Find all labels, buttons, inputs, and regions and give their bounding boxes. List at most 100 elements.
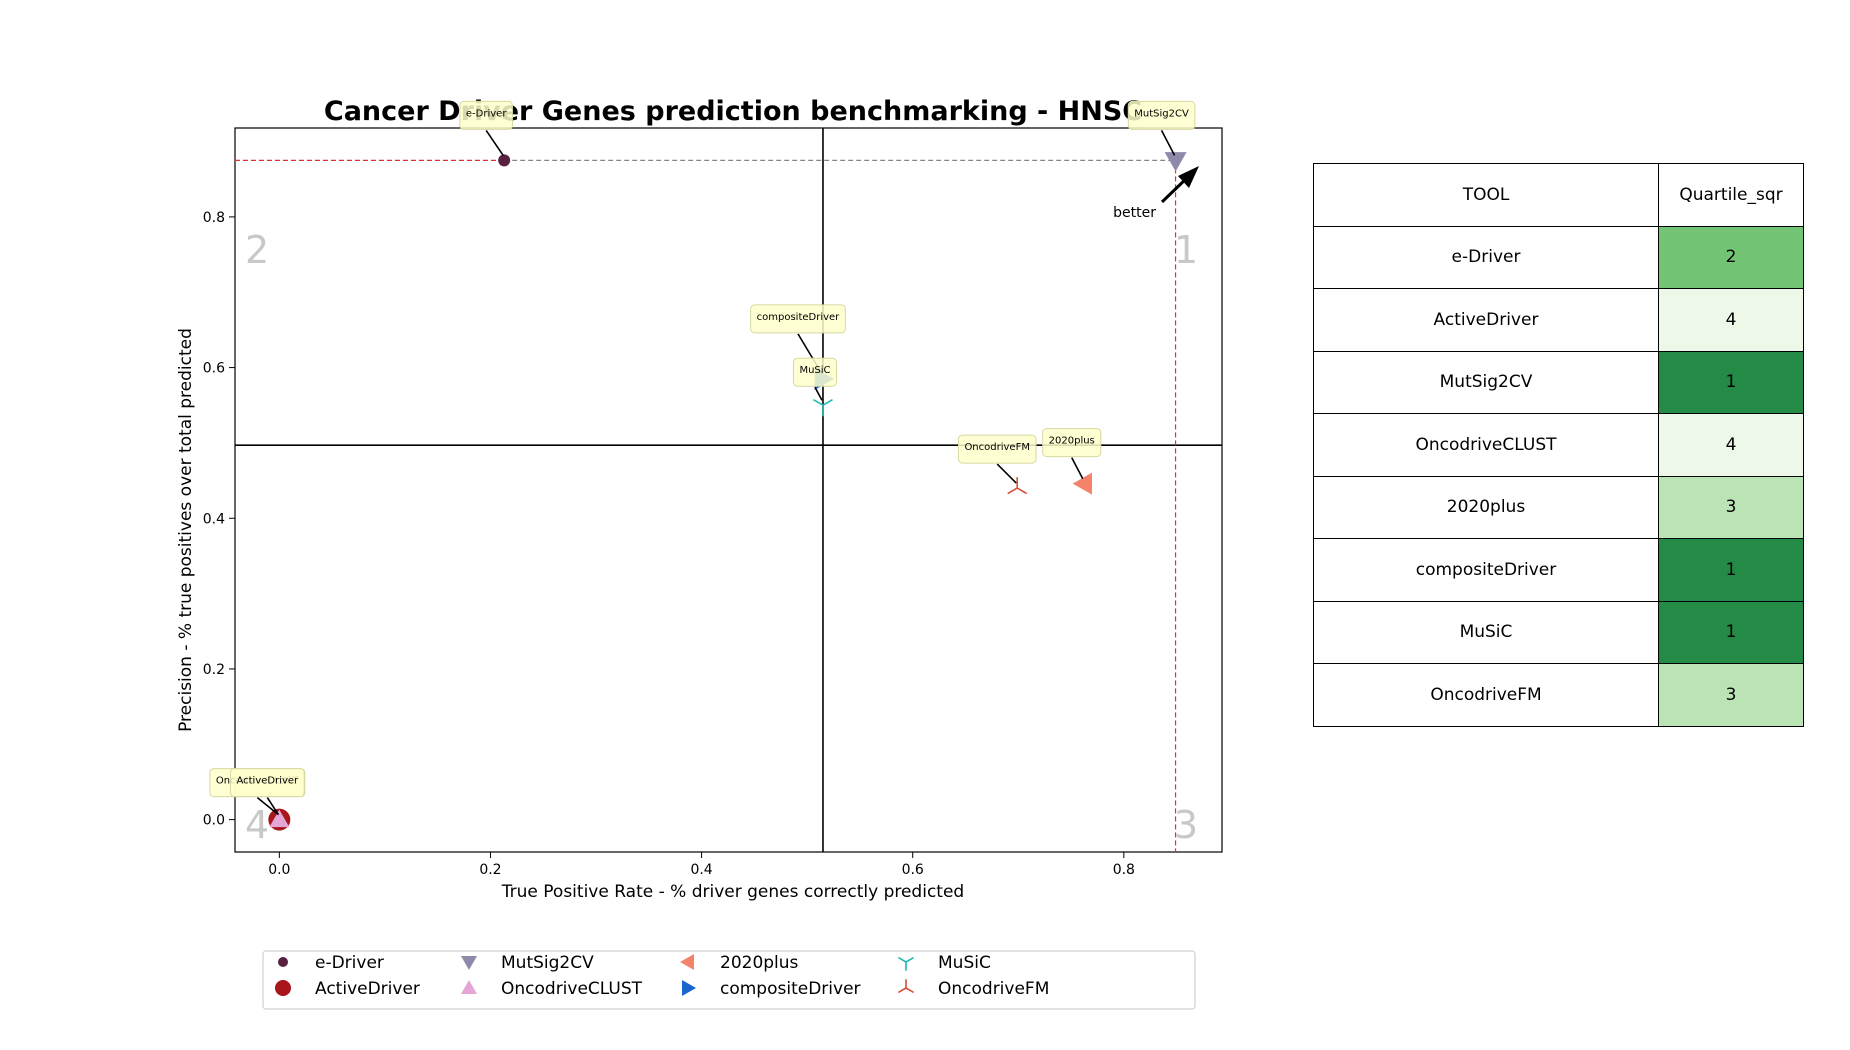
table-cell-tool: OncodriveCLUST	[1313, 413, 1659, 477]
legend-marker-5	[682, 980, 696, 996]
chart-legend: e-Driver ActiveDriver MutSig2CV OncodriveCL…	[262, 950, 1196, 1010]
table-cell-quartile: 1	[1658, 600, 1804, 664]
table-cell-quartile: 4	[1658, 288, 1804, 352]
table-cell-tool: MutSig2CV	[1313, 350, 1659, 414]
legend-marker-6-arm-1	[897, 956, 907, 963]
better-arrow-head	[1178, 166, 1199, 188]
legend-marker-2	[461, 956, 477, 970]
table-row: OncodriveFM 3	[1313, 663, 1804, 727]
legend-label: compositeDriver	[720, 979, 861, 999]
table-row: e-Driver 2	[1313, 225, 1804, 289]
legend-label: ActiveDriver	[315, 979, 420, 999]
legend-marker-3	[461, 980, 477, 994]
annotation-label: compositeDriver	[757, 312, 841, 323]
legend-frame	[262, 950, 1196, 1010]
y-tick-label: 0.4	[203, 511, 225, 527]
table-cell-tool: e-Driver	[1313, 225, 1659, 289]
legend-label: 2020plus	[720, 953, 799, 973]
annotation-1: MutSig2CV	[1127, 100, 1196, 156]
table-row: OncodriveCLUST 4	[1313, 413, 1804, 477]
quadrant-number: 3	[1174, 803, 1198, 847]
annotation-arrow	[1071, 457, 1084, 479]
x-tick-label: 0.6	[902, 862, 924, 878]
table-cell-quartile: 3	[1658, 663, 1804, 727]
annotation-box	[1127, 100, 1196, 130]
data-point-7-arm-2	[1007, 487, 1018, 495]
legend-marker-0	[278, 957, 288, 967]
y-tick-label: 0.6	[203, 361, 225, 377]
legend-marker-4	[680, 954, 694, 970]
annotation-label: MutSig2CV	[1134, 108, 1189, 119]
quadrant-number: 4	[245, 803, 269, 847]
y-tick-label: 0.2	[203, 662, 225, 678]
annotation-box	[229, 768, 305, 798]
y-axis-label: Precision - % true positives over total …	[176, 328, 196, 732]
better-label: better	[1113, 205, 1156, 221]
annotation-box	[957, 434, 1037, 464]
data-point-7	[1007, 477, 1028, 495]
annotation-label: MuSiC	[799, 365, 830, 376]
annotation-box	[792, 357, 838, 387]
chart-title: Cancer Driver Genes prediction benchmark…	[324, 96, 1142, 127]
legend-item-4: 2020plus	[680, 953, 799, 973]
legend-marker-1-shape	[275, 980, 291, 996]
annotation-arrow	[266, 797, 280, 816]
legend-marker-7-arm-2	[897, 987, 907, 994]
table-cell-tool: 2020plus	[1313, 475, 1659, 539]
table-header-quartile: Quartile_sqr	[1658, 163, 1804, 227]
table-cell-quartile: 3	[1658, 475, 1804, 539]
table-header-row: TOOL Quartile_sqr	[1313, 163, 1804, 227]
legend-marker-3-shape	[461, 980, 477, 994]
table-row: MutSig2CV 1	[1313, 350, 1804, 414]
legend-item-1: ActiveDriver	[275, 979, 420, 999]
data-point-4-shape	[1072, 472, 1092, 495]
x-tick-label: 0.0	[268, 862, 290, 878]
annotation-7: ActiveDriver	[229, 768, 305, 816]
legend-item-6: MuSiC	[897, 953, 991, 973]
table-cell-quartile: 1	[1658, 350, 1804, 414]
legend-item-7: OncodriveFM	[897, 979, 1049, 999]
data-point-0	[498, 154, 511, 167]
plot-frame	[234, 127, 1223, 853]
table-header-tool: TOOL	[1313, 163, 1659, 227]
annotation-arrow	[814, 386, 823, 401]
annotation-4: OncodriveFM	[957, 434, 1037, 484]
annotation-3: MuSiC	[792, 357, 838, 401]
table-cell-tool: ActiveDriver	[1313, 288, 1659, 352]
legend-label: MuSiC	[938, 953, 991, 973]
table-cell-quartile: 4	[1658, 413, 1804, 477]
x-axis-label: True Positive Rate - % driver genes corr…	[501, 882, 964, 902]
table-row: 2020plus 3	[1313, 475, 1804, 539]
legend-marker-7	[897, 979, 915, 994]
annotation-box	[750, 304, 846, 334]
data-point-6-arm-2	[822, 399, 833, 406]
table-cell-tool: MuSiC	[1313, 600, 1659, 664]
table-row: MuSiC 1	[1313, 600, 1804, 664]
data-point-2	[1164, 152, 1187, 172]
legend-label: OncodriveFM	[938, 979, 1049, 999]
data-point-3	[269, 809, 290, 828]
legend-label: e-Driver	[315, 953, 384, 973]
table-row: compositeDriver 1	[1313, 538, 1804, 602]
annotation-box	[459, 100, 513, 130]
data-point-6-arm-1	[813, 399, 824, 406]
legend-marker-6	[897, 956, 915, 971]
data-point-2-shape	[1164, 152, 1187, 172]
legend-item-5: compositeDriver	[682, 979, 861, 999]
annotation-box	[1042, 428, 1102, 458]
legend-item-3: OncodriveCLUST	[461, 979, 643, 999]
x-tick-label: 0.4	[690, 862, 712, 878]
y-tick-label: 0.8	[203, 210, 225, 226]
data-point-0-shape	[498, 154, 511, 167]
annotation-arrow	[996, 463, 1017, 484]
legend-label: OncodriveCLUST	[501, 979, 643, 999]
data-point-4	[1072, 472, 1092, 495]
annotation-5: 2020plus	[1042, 428, 1102, 479]
annotation-label: e-Driver	[466, 108, 507, 119]
better-arrow	[1160, 166, 1199, 204]
table-row: ActiveDriver 4	[1313, 288, 1804, 352]
legend-marker-1	[275, 980, 291, 996]
data-point-3-shape	[269, 809, 290, 828]
plot-area: 0.0 0.2 0.4 0.6 0.8 0.0 0.2 0.4 0.6 0.8 1 2 3 4 better…	[203, 100, 1223, 878]
